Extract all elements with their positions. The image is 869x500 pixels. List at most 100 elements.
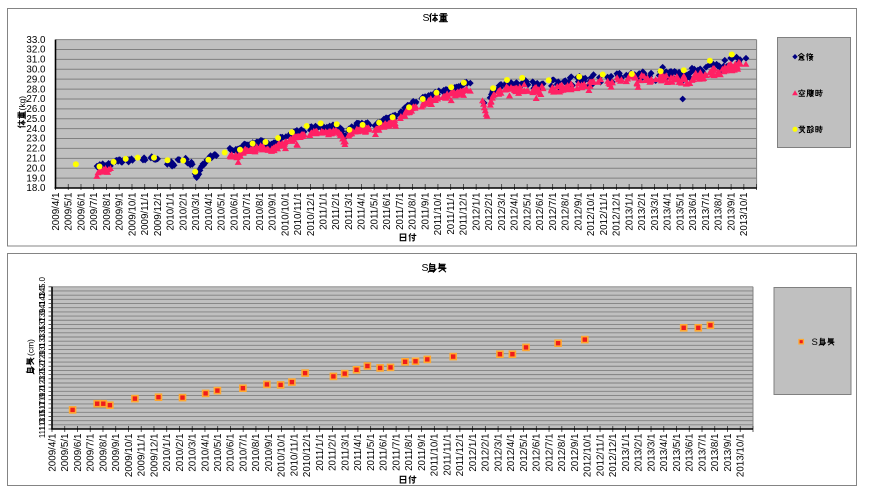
- svg-text:2010/6/1: 2010/6/1: [226, 434, 237, 472]
- svg-text:2013/10/1: 2013/10/1: [736, 434, 747, 478]
- svg-text:2011/5/1: 2011/5/1: [369, 193, 380, 230]
- svg-text:33.0: 33.0: [26, 35, 46, 46]
- svg-text:2009/10/1: 2009/10/1: [127, 193, 138, 237]
- svg-text:2010/7/1: 2010/7/1: [238, 434, 249, 472]
- svg-text:2010/10/1: 2010/10/1: [280, 193, 291, 237]
- svg-text:137.0: 137.0: [38, 310, 47, 330]
- svg-text:30.0: 30.0: [26, 65, 46, 76]
- svg-text:19.0: 19.0: [26, 173, 46, 184]
- svg-text:2009/9/1: 2009/9/1: [115, 193, 126, 231]
- svg-text:2013/9/1: 2013/9/1: [723, 434, 734, 472]
- svg-text:29.0: 29.0: [26, 74, 46, 85]
- svg-text:2012/7/1: 2012/7/1: [544, 434, 555, 472]
- svg-text:S: S: [812, 337, 818, 348]
- svg-text:2010/8/1: 2010/8/1: [255, 193, 266, 231]
- svg-text:2009/4/1: 2009/4/1: [47, 434, 58, 472]
- svg-text:2011/7/1: 2011/7/1: [391, 434, 402, 471]
- svg-text:2009/12/1: 2009/12/1: [149, 434, 160, 478]
- svg-text:115.0: 115.0: [38, 402, 47, 422]
- svg-text:2011/3/1: 2011/3/1: [344, 193, 355, 230]
- svg-text:2010/2/1: 2010/2/1: [178, 193, 189, 231]
- svg-text:113.0: 113.0: [38, 410, 47, 430]
- svg-text:2009/5/1: 2009/5/1: [64, 193, 75, 231]
- svg-text:22.0: 22.0: [26, 144, 46, 155]
- svg-text:2012/8/1: 2012/8/1: [561, 193, 572, 231]
- svg-text:2010/9/1: 2010/9/1: [264, 434, 275, 472]
- svg-text:2011/7/1: 2011/7/1: [395, 193, 406, 230]
- svg-text:2010/4/1: 2010/4/1: [200, 434, 211, 472]
- svg-text:2012/2/1: 2012/2/1: [484, 193, 495, 231]
- svg-text:2009/8/1: 2009/8/1: [98, 434, 109, 472]
- svg-text:2010/12/1: 2010/12/1: [306, 193, 317, 237]
- svg-text:2009/11/1: 2009/11/1: [137, 434, 148, 477]
- svg-text:2013/10/1: 2013/10/1: [739, 193, 750, 237]
- svg-text:2010/11/1: 2010/11/1: [293, 193, 304, 236]
- svg-text:S: S: [422, 12, 429, 24]
- svg-text:121.0: 121.0: [38, 377, 47, 397]
- svg-text:125.0: 125.0: [38, 360, 47, 380]
- svg-text:2011/10/1: 2011/10/1: [430, 434, 441, 477]
- svg-text:2012/11/1: 2012/11/1: [599, 193, 610, 236]
- svg-text:2012/7/1: 2012/7/1: [548, 193, 559, 231]
- svg-text:2009/10/1: 2009/10/1: [124, 434, 135, 478]
- svg-text:2011/9/1: 2011/9/1: [420, 193, 431, 230]
- svg-text:2012/10/1: 2012/10/1: [583, 434, 594, 478]
- svg-text:23.0: 23.0: [26, 134, 46, 145]
- svg-text:2012/9/1: 2012/9/1: [570, 434, 581, 472]
- svg-text:2009/6/1: 2009/6/1: [76, 193, 87, 231]
- svg-text:127.0: 127.0: [38, 352, 47, 372]
- svg-text:2012/10/1: 2012/10/1: [586, 193, 597, 237]
- svg-text:2009/5/1: 2009/5/1: [60, 434, 71, 472]
- svg-text:2010/5/1: 2010/5/1: [217, 193, 228, 231]
- svg-text:2011/6/1: 2011/6/1: [379, 434, 390, 471]
- svg-text:2011/8/1: 2011/8/1: [408, 193, 419, 230]
- svg-text:2010/4/1: 2010/4/1: [204, 193, 215, 231]
- svg-text:2011/11/1: 2011/11/1: [446, 193, 457, 235]
- svg-text:2012/6/1: 2012/6/1: [535, 193, 546, 231]
- svg-text:(kg): (kg): [17, 96, 27, 111]
- svg-text:2011/2/1: 2011/2/1: [328, 434, 339, 471]
- svg-text:2013/8/1: 2013/8/1: [710, 434, 721, 472]
- svg-text:24.0: 24.0: [26, 124, 46, 135]
- svg-text:2013/2/1: 2013/2/1: [634, 434, 645, 472]
- svg-text:2010/3/1: 2010/3/1: [188, 434, 199, 472]
- svg-text:2010/9/1: 2010/9/1: [268, 193, 279, 231]
- svg-text:133.0: 133.0: [38, 327, 47, 347]
- svg-text:2010/10/1: 2010/10/1: [277, 434, 288, 478]
- svg-text:2010/8/1: 2010/8/1: [251, 434, 262, 472]
- svg-text:2012/3/1: 2012/3/1: [497, 193, 508, 231]
- svg-text:2012/12/1: 2012/12/1: [612, 193, 623, 237]
- svg-text:2010/1/1: 2010/1/1: [162, 434, 173, 472]
- svg-text:2009/6/1: 2009/6/1: [73, 434, 84, 472]
- svg-text:2011/12/1: 2011/12/1: [455, 434, 466, 477]
- svg-text:2010/2/1: 2010/2/1: [175, 434, 186, 472]
- svg-text:2010/6/1: 2010/6/1: [229, 193, 240, 231]
- svg-text:2010/5/1: 2010/5/1: [213, 434, 224, 472]
- svg-text:21.0: 21.0: [26, 154, 46, 165]
- svg-text:2013/3/1: 2013/3/1: [650, 193, 661, 231]
- svg-text:31.0: 31.0: [26, 55, 46, 66]
- svg-text:25.0: 25.0: [26, 114, 46, 125]
- svg-text:2011/3/1: 2011/3/1: [340, 434, 351, 471]
- svg-text:135.0: 135.0: [38, 318, 47, 338]
- svg-text:2011/12/1: 2011/12/1: [459, 193, 470, 236]
- svg-text:2013/5/1: 2013/5/1: [675, 193, 686, 231]
- svg-text:2013/6/1: 2013/6/1: [685, 434, 696, 472]
- svg-text:2010/12/1: 2010/12/1: [302, 434, 313, 478]
- svg-text:20.0: 20.0: [26, 163, 46, 174]
- svg-text:2009/8/1: 2009/8/1: [102, 193, 113, 231]
- svg-text:141.0: 141.0: [38, 293, 47, 313]
- svg-text:2011/6/1: 2011/6/1: [382, 193, 393, 230]
- svg-text:2011/1/1: 2011/1/1: [318, 193, 329, 230]
- svg-text:27.0: 27.0: [26, 94, 46, 105]
- svg-text:(cm): (cm): [26, 339, 36, 356]
- svg-text:131.0: 131.0: [38, 335, 47, 355]
- svg-text:2010/11/1: 2010/11/1: [289, 434, 300, 477]
- svg-text:2013/6/1: 2013/6/1: [688, 193, 699, 231]
- svg-text:2012/2/1: 2012/2/1: [481, 434, 492, 472]
- svg-text:2012/5/1: 2012/5/1: [522, 193, 533, 231]
- svg-text:2009/7/1: 2009/7/1: [89, 193, 100, 231]
- svg-text:117.0: 117.0: [38, 394, 47, 414]
- svg-text:2009/4/1: 2009/4/1: [51, 193, 62, 231]
- svg-text:2011/5/1: 2011/5/1: [366, 434, 377, 471]
